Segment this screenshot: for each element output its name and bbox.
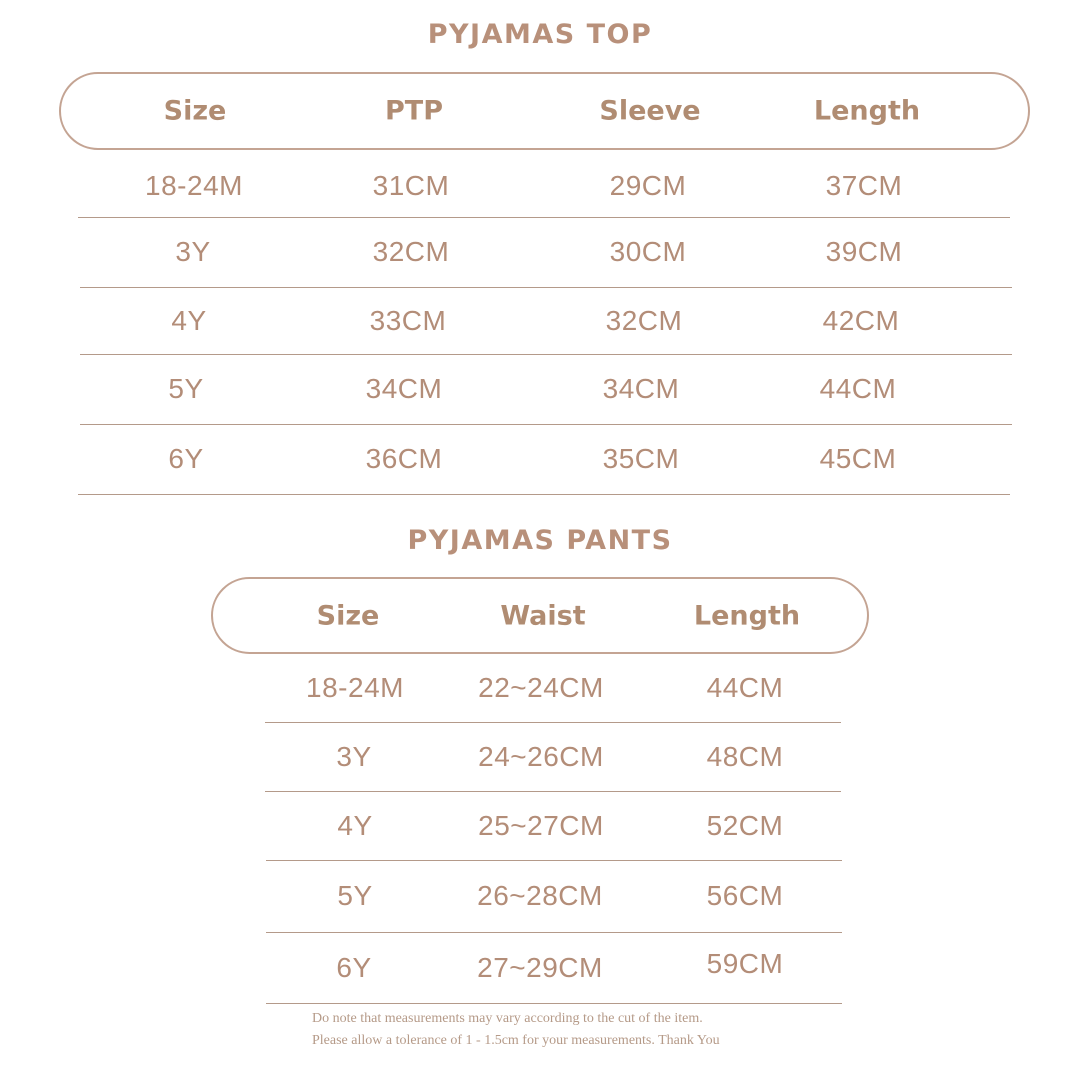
top-cell-length: 42CM	[822, 304, 900, 336]
pants-cell-size: 5Y	[337, 880, 373, 911]
pants-table-row: 6Y 27~29CM 59CM	[266, 932, 842, 1004]
pants-cell-waist: 24~26CM	[478, 740, 604, 772]
top-cell-length: 37CM	[825, 170, 903, 201]
top-cell-size: 5Y	[168, 373, 204, 404]
top-header-length: Length	[813, 95, 921, 127]
top-table-header: Size PTP Sleeve Length	[59, 72, 1030, 150]
top-header-size: Size	[163, 95, 227, 127]
pants-header-size: Size	[316, 600, 380, 631]
top-header-sleeve: Sleeve	[599, 95, 701, 127]
top-cell-ptp: 33CM	[369, 304, 447, 336]
top-cell-ptp: 34CM	[365, 373, 443, 404]
pants-header-waist: Waist	[500, 600, 586, 631]
pants-cell-length: 44CM	[706, 672, 784, 703]
top-table-row: 3Y 32CM 30CM 39CM	[80, 217, 1012, 288]
top-header-ptp: PTP	[385, 95, 443, 127]
top-cell-sleeve: 30CM	[609, 236, 687, 267]
pants-cell-length: 52CM	[706, 809, 784, 841]
pants-cell-waist: 25~27CM	[478, 809, 604, 841]
top-cell-sleeve: 32CM	[605, 304, 683, 336]
pants-cell-waist: 22~24CM	[478, 672, 604, 703]
top-cell-length: 44CM	[819, 373, 897, 404]
pants-table-header: Size Waist Length	[211, 577, 869, 654]
pants-cell-length: 56CM	[706, 880, 784, 911]
top-table-row: 5Y 34CM 34CM 44CM	[80, 354, 1012, 425]
pants-table-row: 5Y 26~28CM 56CM	[266, 860, 842, 933]
top-cell-sleeve: 34CM	[602, 373, 680, 404]
pants-cell-length: 59CM	[706, 947, 784, 979]
top-cell-size: 18-24M	[145, 170, 243, 201]
pants-header-length: Length	[693, 600, 801, 631]
top-cell-ptp: 36CM	[365, 443, 443, 474]
pants-table-row: 18-24M 22~24CM 44CM	[265, 654, 841, 723]
top-table-title: PYJAMAS TOP	[427, 19, 653, 50]
pants-cell-size: 3Y	[336, 740, 372, 772]
pants-cell-size: 6Y	[336, 951, 372, 983]
pants-cell-waist: 27~29CM	[477, 951, 603, 983]
tolerance-note: Please allow a tolerance of 1 - 1.5cm fo…	[312, 1033, 720, 1048]
top-cell-ptp: 31CM	[372, 170, 450, 201]
top-cell-size: 6Y	[168, 443, 204, 474]
top-cell-ptp: 32CM	[372, 236, 450, 267]
pants-table-row: 3Y 24~26CM 48CM	[265, 722, 841, 792]
pants-cell-size: 18-24M	[306, 672, 404, 703]
measurement-note: Do note that measurements may vary accor…	[312, 1011, 703, 1026]
pants-table-title: PYJAMAS PANTS	[407, 525, 673, 556]
top-cell-length: 39CM	[825, 236, 903, 267]
pants-cell-waist: 26~28CM	[477, 880, 603, 911]
top-cell-sleeve: 35CM	[602, 443, 680, 474]
pants-cell-length: 48CM	[706, 740, 784, 772]
top-table-row: 18-24M 31CM 29CM 37CM	[78, 155, 1010, 218]
top-table-row: 6Y 36CM 35CM 45CM	[78, 424, 1010, 495]
top-table-row: 4Y 33CM 32CM 42CM	[80, 287, 1012, 355]
top-cell-size: 3Y	[175, 236, 211, 267]
top-cell-size: 4Y	[171, 304, 207, 336]
top-cell-length: 45CM	[819, 443, 897, 474]
top-cell-sleeve: 29CM	[609, 170, 687, 201]
pants-table-row: 4Y 25~27CM 52CM	[266, 791, 842, 861]
pants-cell-size: 4Y	[337, 809, 373, 841]
